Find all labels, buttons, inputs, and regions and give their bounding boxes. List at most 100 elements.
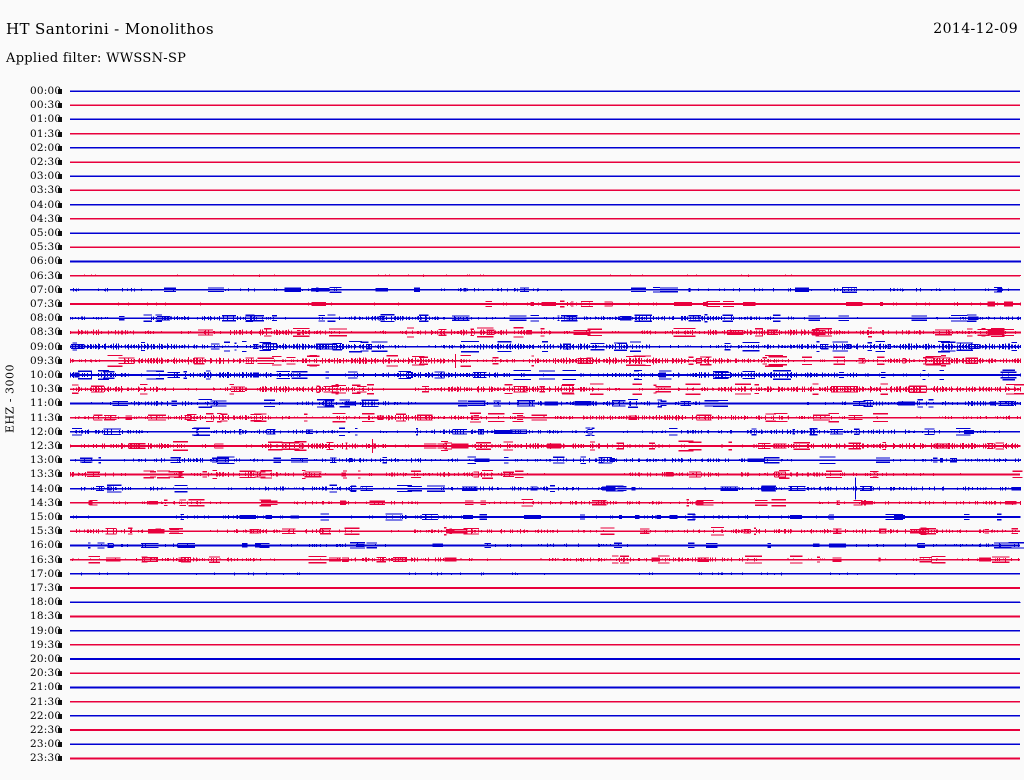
time-axis-label: 04:30: [30, 212, 62, 225]
time-axis-tick: [58, 202, 62, 208]
time-axis-label: 21:30: [30, 695, 62, 708]
time-axis-label: 17:00: [30, 567, 62, 580]
trace-row: [69, 469, 1023, 479]
trace-row: [69, 440, 1022, 452]
time-axis-label: 23:00: [30, 738, 62, 751]
time-axis-tick: [58, 216, 62, 222]
time-axis-tick: [58, 103, 62, 109]
time-axis-label: 23:30: [30, 752, 62, 765]
time-axis-label: 19:30: [30, 638, 62, 651]
time-axis-tick: [58, 756, 62, 762]
time-axis-label: 07:30: [30, 298, 62, 310]
trace-row: [70, 615, 1020, 618]
time-axis-label: 11:30: [30, 411, 62, 424]
time-axis-label: 02:00: [30, 141, 62, 154]
trace-row: [70, 686, 1020, 689]
time-axis-label: 01:30: [30, 127, 62, 140]
time-axis-tick: [58, 500, 62, 506]
trace-row: [70, 729, 1020, 731]
time-axis-label: 08:00: [30, 312, 62, 325]
trace-row: [70, 700, 1020, 703]
time-axis-label: 13:00: [30, 454, 62, 467]
trace-row: [69, 354, 1022, 367]
time-axis-tick: [58, 699, 62, 705]
trace-row: [70, 542, 1024, 549]
time-axis-tick: [58, 458, 62, 464]
time-axis-tick: [58, 344, 62, 350]
time-axis-label: 22:00: [30, 709, 62, 722]
trace-row: [70, 300, 1022, 308]
time-axis-tick: [58, 387, 62, 393]
time-axis-label: 14:30: [30, 496, 62, 509]
time-axis-label: 00:00: [30, 85, 62, 97]
trace-row: [70, 260, 1022, 263]
trace-row: [69, 369, 1022, 381]
time-axis-tick: [58, 174, 62, 180]
time-axis-tick: [58, 642, 62, 648]
time-axis-label: 11:00: [30, 397, 62, 410]
time-axis-tick: [58, 515, 62, 520]
time-axis-tick: [58, 273, 62, 279]
trace-row: [70, 456, 1022, 465]
time-axis-label: 18:00: [30, 596, 62, 609]
time-axis-tick: [58, 358, 62, 364]
trace-row: [69, 555, 1020, 564]
time-axis-label: 04:00: [30, 198, 62, 211]
time-axis-label: 19:00: [30, 624, 62, 637]
time-axis-tick: [58, 571, 62, 577]
trace-row: [70, 383, 1024, 395]
trace-row: [69, 526, 1020, 536]
trace-row: [69, 314, 1022, 323]
time-axis-tick: [58, 472, 62, 478]
time-axis-tick: [58, 685, 62, 691]
time-axis-tick: [58, 728, 62, 733]
time-axis-label: 20:30: [30, 667, 62, 680]
time-axis-label: 09:30: [30, 354, 62, 367]
trace-row: [70, 587, 1020, 589]
time-axis-tick: [58, 543, 62, 549]
time-axis-tick: [58, 415, 62, 421]
trace-row: [69, 327, 1022, 338]
time-axis-label: 21:00: [30, 681, 62, 694]
time-axis-label: 12:00: [30, 425, 62, 438]
time-axis-label: 06:00: [30, 255, 62, 268]
time-axis-tick: [58, 600, 62, 606]
time-axis-label: 06:30: [30, 269, 62, 282]
time-axis-tick: [58, 529, 62, 535]
time-axis-tick: [58, 713, 62, 719]
time-axis-tick: [58, 586, 62, 591]
time-axis-label: 02:30: [30, 156, 62, 168]
time-axis-label: 20:00: [30, 653, 62, 665]
trace-row: [69, 340, 1022, 353]
time-axis-tick: [58, 89, 62, 94]
time-axis-tick: [58, 131, 62, 137]
page-title: HT Santorini - Monolithos: [6, 20, 214, 38]
time-axis-tick: [58, 188, 62, 194]
time-axis-tick: [58, 330, 62, 336]
time-axis-label: 14:00: [30, 482, 62, 495]
time-axis-tick: [58, 302, 62, 307]
time-axis-tick: [58, 145, 62, 151]
time-axis-tick: [58, 287, 62, 293]
trace-row: [70, 658, 1020, 660]
time-axis-label: 00:30: [30, 99, 62, 112]
time-axis-label: 15:30: [30, 525, 62, 538]
time-axis-tick: [58, 486, 62, 492]
time-axis-tick: [58, 671, 62, 677]
trace-row: [70, 629, 1020, 632]
applied-filter-label: Applied filter: WWSSN-SP: [6, 51, 187, 66]
time-axis-label: 07:00: [30, 283, 62, 296]
time-axis-label: 17:30: [30, 582, 62, 594]
time-axis-label: 05:00: [30, 227, 62, 239]
time-axis-tick: [58, 557, 62, 563]
trace-row: [70, 499, 1022, 507]
time-axis-label: 12:30: [30, 440, 62, 452]
time-axis-label: 10:00: [30, 369, 62, 381]
time-axis-label: 22:30: [30, 724, 62, 736]
time-axis-label: 15:00: [30, 511, 62, 523]
trace-row: [70, 572, 1020, 576]
time-axis-tick: [58, 117, 62, 123]
trace-row: [70, 672, 1020, 675]
trace-row: [70, 643, 1020, 646]
